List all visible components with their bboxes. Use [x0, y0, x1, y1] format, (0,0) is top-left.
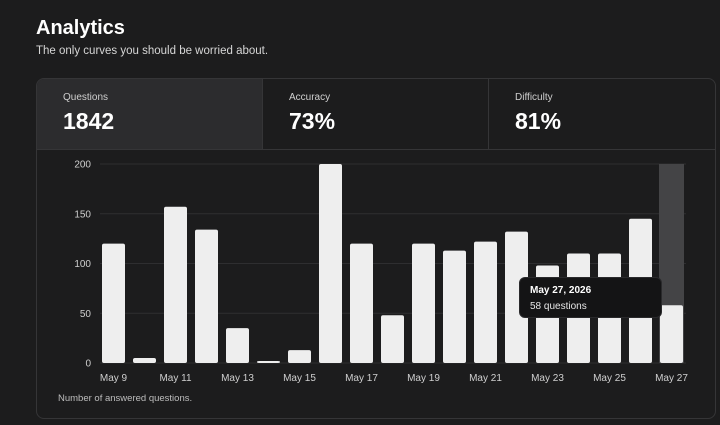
- x-tick-label: May 23: [531, 373, 564, 384]
- stat-label: Questions: [63, 92, 109, 103]
- bar-may-18: [381, 315, 404, 363]
- stat-label: Difficulty: [515, 92, 553, 103]
- bar-may-11: [164, 206, 187, 363]
- bar-may-9: [102, 243, 125, 363]
- y-tick-label: 150: [74, 209, 91, 220]
- bar-may-20: [443, 250, 466, 363]
- x-tick-label: May 21: [469, 373, 502, 384]
- stats-tabs: Questions 1842 Accuracy 73% Difficulty 8…: [37, 79, 715, 150]
- y-tick-label: 200: [74, 160, 91, 171]
- stat-value: 1842: [63, 108, 115, 134]
- stat-value: 81%: [515, 108, 562, 134]
- bar-may-21: [474, 241, 497, 363]
- stat-tab-difficulty[interactable]: Difficulty 81%: [489, 79, 715, 149]
- bar-may-19: [412, 243, 435, 363]
- chart-footnote: Number of answered questions.: [58, 393, 193, 404]
- chart-tooltip: May 27, 2026 58 questions: [519, 277, 662, 318]
- analytics-card: Questions 1842 Accuracy 73% Difficulty 8…: [36, 78, 716, 419]
- tooltip-count: 58 questions: [530, 301, 587, 312]
- bar-may-16: [319, 164, 342, 363]
- bar-may-10: [133, 358, 156, 363]
- bar-may-17: [350, 243, 373, 363]
- x-tick-label: May 11: [159, 373, 191, 384]
- bar-may-13: [226, 328, 249, 363]
- questions-bar-chart: 0 50 100 150 200 May 9 May 11 May 13 May 15 May 1…: [74, 160, 688, 385]
- page-title: Analytics: [36, 17, 125, 39]
- stat-value: 73%: [289, 108, 336, 134]
- x-tick-label: May 25: [593, 373, 626, 384]
- x-tick-label: May 19: [407, 373, 440, 384]
- tooltip-date: May 27, 2026: [530, 285, 592, 296]
- x-tick-label: May 13: [221, 373, 254, 384]
- y-tick-label: 100: [74, 259, 91, 270]
- bar-may-14: [257, 361, 280, 363]
- stat-tab-questions[interactable]: Questions 1842: [37, 79, 263, 149]
- stat-label: Accuracy: [289, 92, 331, 103]
- bar-may-15: [288, 350, 311, 363]
- bar-may-22: [505, 231, 528, 363]
- page-subtitle: The only curves you should be worried ab…: [36, 45, 269, 57]
- x-tick-label: May 27: [655, 373, 688, 384]
- y-tick-label: 0: [85, 359, 91, 370]
- y-tick-label: 50: [80, 309, 92, 320]
- x-tick-label: May 17: [345, 373, 378, 384]
- bar-may-27: [660, 305, 683, 363]
- x-tick-label: May 15: [283, 373, 316, 384]
- x-tick-label: May 9: [100, 373, 128, 384]
- stat-tab-accuracy[interactable]: Accuracy 73%: [263, 79, 489, 149]
- bar-may-12: [195, 229, 218, 363]
